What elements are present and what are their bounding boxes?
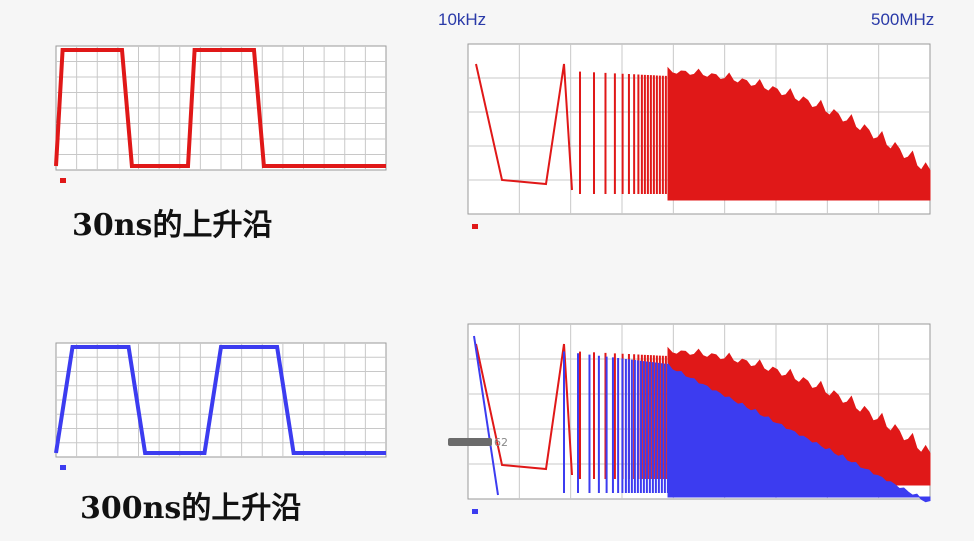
stop-frequency-label: 500MHz [871, 10, 935, 29]
spectrum-30ns-dense-spectrum [667, 66, 931, 201]
time-300ns-waveform [54, 345, 386, 455]
spectrum-300ns-legend-marker [472, 509, 478, 514]
spectrum-plot-svg-30ns [467, 43, 931, 229]
spectrum-plot-svg-300ns [467, 323, 931, 514]
time-chart-30ns [42, 38, 392, 188]
time-30ns-waveform [54, 48, 386, 168]
spectrum-chart-300ns [440, 318, 940, 523]
caption-30ns-rise: 30ns的上升沿 [72, 208, 273, 243]
spectrum-chart-30ns [440, 38, 940, 238]
time-300ns-legend-marker [60, 465, 66, 470]
spectrum-300ns-low-freq-trace [475, 343, 573, 476]
watermark-redaction [448, 438, 492, 446]
watermark-text: 62 [494, 436, 508, 449]
time-chart-300ns [42, 335, 392, 475]
time-plot-svg-300ns [54, 342, 387, 470]
spectrum-30ns-low-freq-trace [475, 63, 573, 191]
spectrum-300ns-blue-dense-spectrum [667, 362, 931, 503]
time-30ns-legend-marker [60, 178, 66, 183]
start-frequency-label: 10kHz [438, 10, 487, 29]
spectrum-300ns-blue-low-trace [473, 335, 499, 496]
spectrum-30ns-legend-marker [472, 224, 478, 229]
time-plot-svg-30ns [54, 45, 387, 183]
caption-300ns-rise: 300ns的上升沿 [80, 491, 302, 526]
